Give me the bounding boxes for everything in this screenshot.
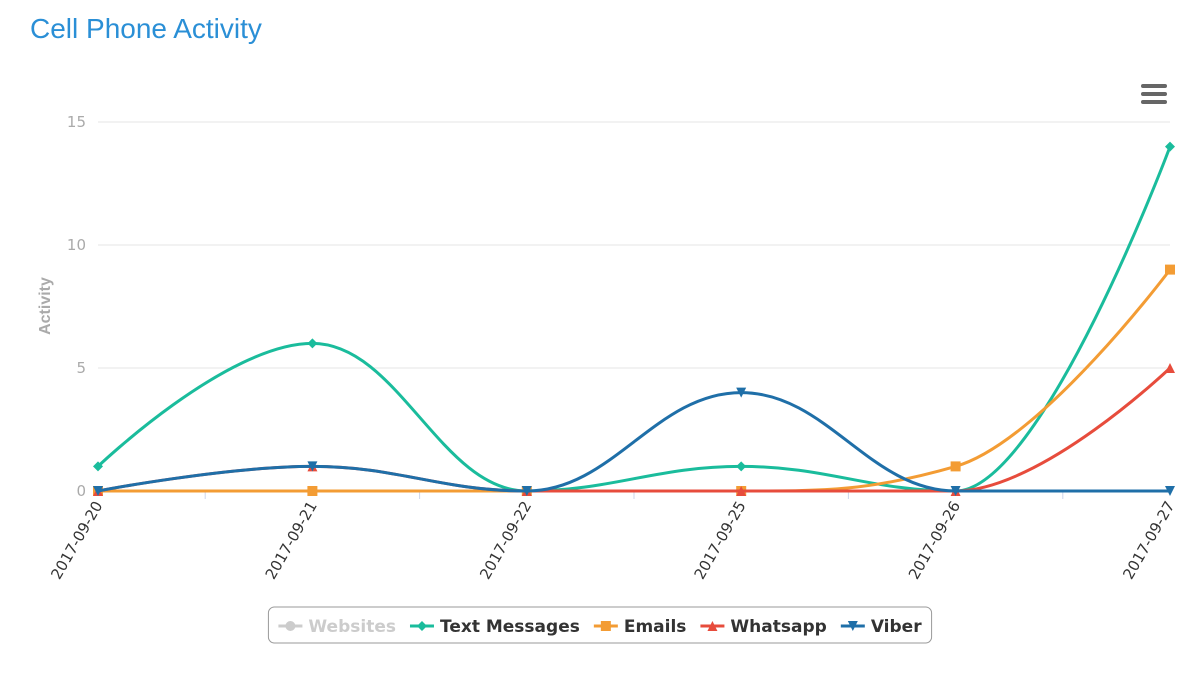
marker xyxy=(307,486,318,496)
marker xyxy=(307,461,318,472)
legend-box xyxy=(267,606,933,644)
marker xyxy=(1165,363,1175,373)
legend-item[interactable]: Emails xyxy=(593,617,687,637)
marker xyxy=(707,621,718,631)
legend-label: Websites xyxy=(308,617,396,637)
menu-button[interactable] xyxy=(1141,84,1167,104)
series-line xyxy=(96,146,1172,493)
legend-label: Text Messages xyxy=(440,617,580,637)
x-tick-label: 2017-09-26 xyxy=(905,498,964,583)
marker xyxy=(285,621,296,631)
marker xyxy=(950,486,961,496)
marker xyxy=(521,486,532,496)
marker xyxy=(736,387,747,398)
x-tick-label: 2017-09-22 xyxy=(476,498,535,583)
legend-item[interactable]: Text Messages xyxy=(409,617,580,637)
x-tick-label: 2017-09-20 xyxy=(47,498,106,583)
series-line xyxy=(97,366,1172,493)
legend: Websites Text Messages Emails Whatsapp Viber xyxy=(267,606,933,644)
marker xyxy=(847,621,858,631)
legend-label: Whatsapp xyxy=(730,617,826,637)
y-axis-title: Activity xyxy=(37,277,54,335)
marker xyxy=(736,461,747,472)
y-tick-label: 15 xyxy=(67,113,86,131)
marker xyxy=(950,461,961,472)
marker xyxy=(93,486,103,496)
marker xyxy=(307,338,318,349)
marker xyxy=(600,621,611,631)
y-tick-label: 10 xyxy=(67,236,86,254)
marker xyxy=(1165,486,1175,496)
x-tick-label: 2017-09-25 xyxy=(690,498,749,583)
chart-title: Cell Phone Activity xyxy=(30,13,262,44)
marker xyxy=(416,621,427,631)
series-line xyxy=(97,391,1170,493)
marker xyxy=(1165,141,1175,152)
legend-item[interactable]: Whatsapp xyxy=(700,617,827,637)
legend-label: Emails xyxy=(624,617,687,637)
x-tick-label: 2017-09-21 xyxy=(262,498,321,583)
y-tick-label: 5 xyxy=(76,359,86,377)
marker xyxy=(736,486,747,496)
x-tick-label: 2017-09-27 xyxy=(1119,498,1178,583)
legend-item[interactable]: Viber xyxy=(840,617,922,637)
legend-label: Viber xyxy=(871,617,922,637)
y-tick-label: 0 xyxy=(76,482,86,500)
marker xyxy=(1165,264,1175,275)
marker xyxy=(93,461,103,472)
legend-item[interactable]: Websites xyxy=(278,617,396,637)
